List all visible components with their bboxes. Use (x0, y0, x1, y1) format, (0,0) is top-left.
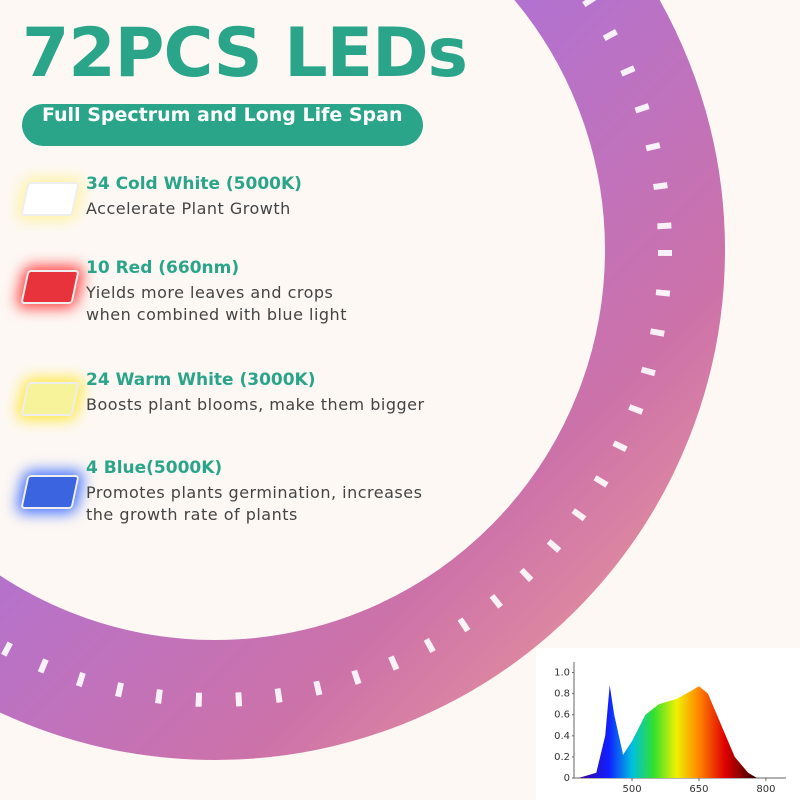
blue-icon (20, 475, 80, 509)
item-heading: 10 Red (660nm) (86, 258, 240, 278)
y-tick-label: 1.0 (554, 668, 570, 679)
item-description: the growth rate of plants (86, 505, 298, 524)
item: 10 Red (660nm) Yields more leaves and cro… (86, 258, 347, 326)
y-tick-label: 0.8 (554, 689, 570, 700)
cold-white-icon (20, 182, 80, 216)
y-tick-label: 0 (564, 773, 570, 784)
y-tick-label: 0.2 (554, 752, 570, 763)
x-tick-label: 800 (756, 784, 775, 795)
y-tick-label: 0.4 (554, 731, 570, 742)
item: 4 Blue(5000K) Promotes plants germination… (86, 458, 422, 526)
item-description: Promotes plants germination, increases (86, 483, 423, 502)
item-description: Boosts plant blooms, make them bigger (86, 395, 425, 414)
item: 34 Cold White (5000K) Accelerate Plant Gr… (86, 174, 302, 220)
spectrum-area (578, 685, 757, 778)
x-tick-label: 500 (622, 784, 641, 795)
item-description: when combined with blue light (86, 305, 347, 324)
subtitle-pill: Full Spectrum and Long Life Span (22, 104, 423, 146)
red-icon (20, 270, 80, 304)
x-tick-label: 650 (689, 784, 708, 795)
spectrum-chart: 0 0.2 0.4 0.6 0.8 1.0 500 650 800 (536, 648, 800, 800)
item: 24 Warm White (3000K) Boosts plant blooms… (86, 370, 425, 416)
item-heading: 34 Cold White (5000K) (86, 174, 302, 194)
item-heading: 24 Warm White (3000K) (86, 370, 316, 390)
item-description: Yields more leaves and crops (86, 283, 334, 302)
item-heading: 4 Blue(5000K) (86, 458, 223, 478)
item-description: Accelerate Plant Growth (86, 199, 291, 218)
warm-white-icon (20, 382, 80, 416)
title: 72PCS LEDs (22, 14, 468, 93)
y-tick-label: 0.6 (554, 710, 570, 721)
